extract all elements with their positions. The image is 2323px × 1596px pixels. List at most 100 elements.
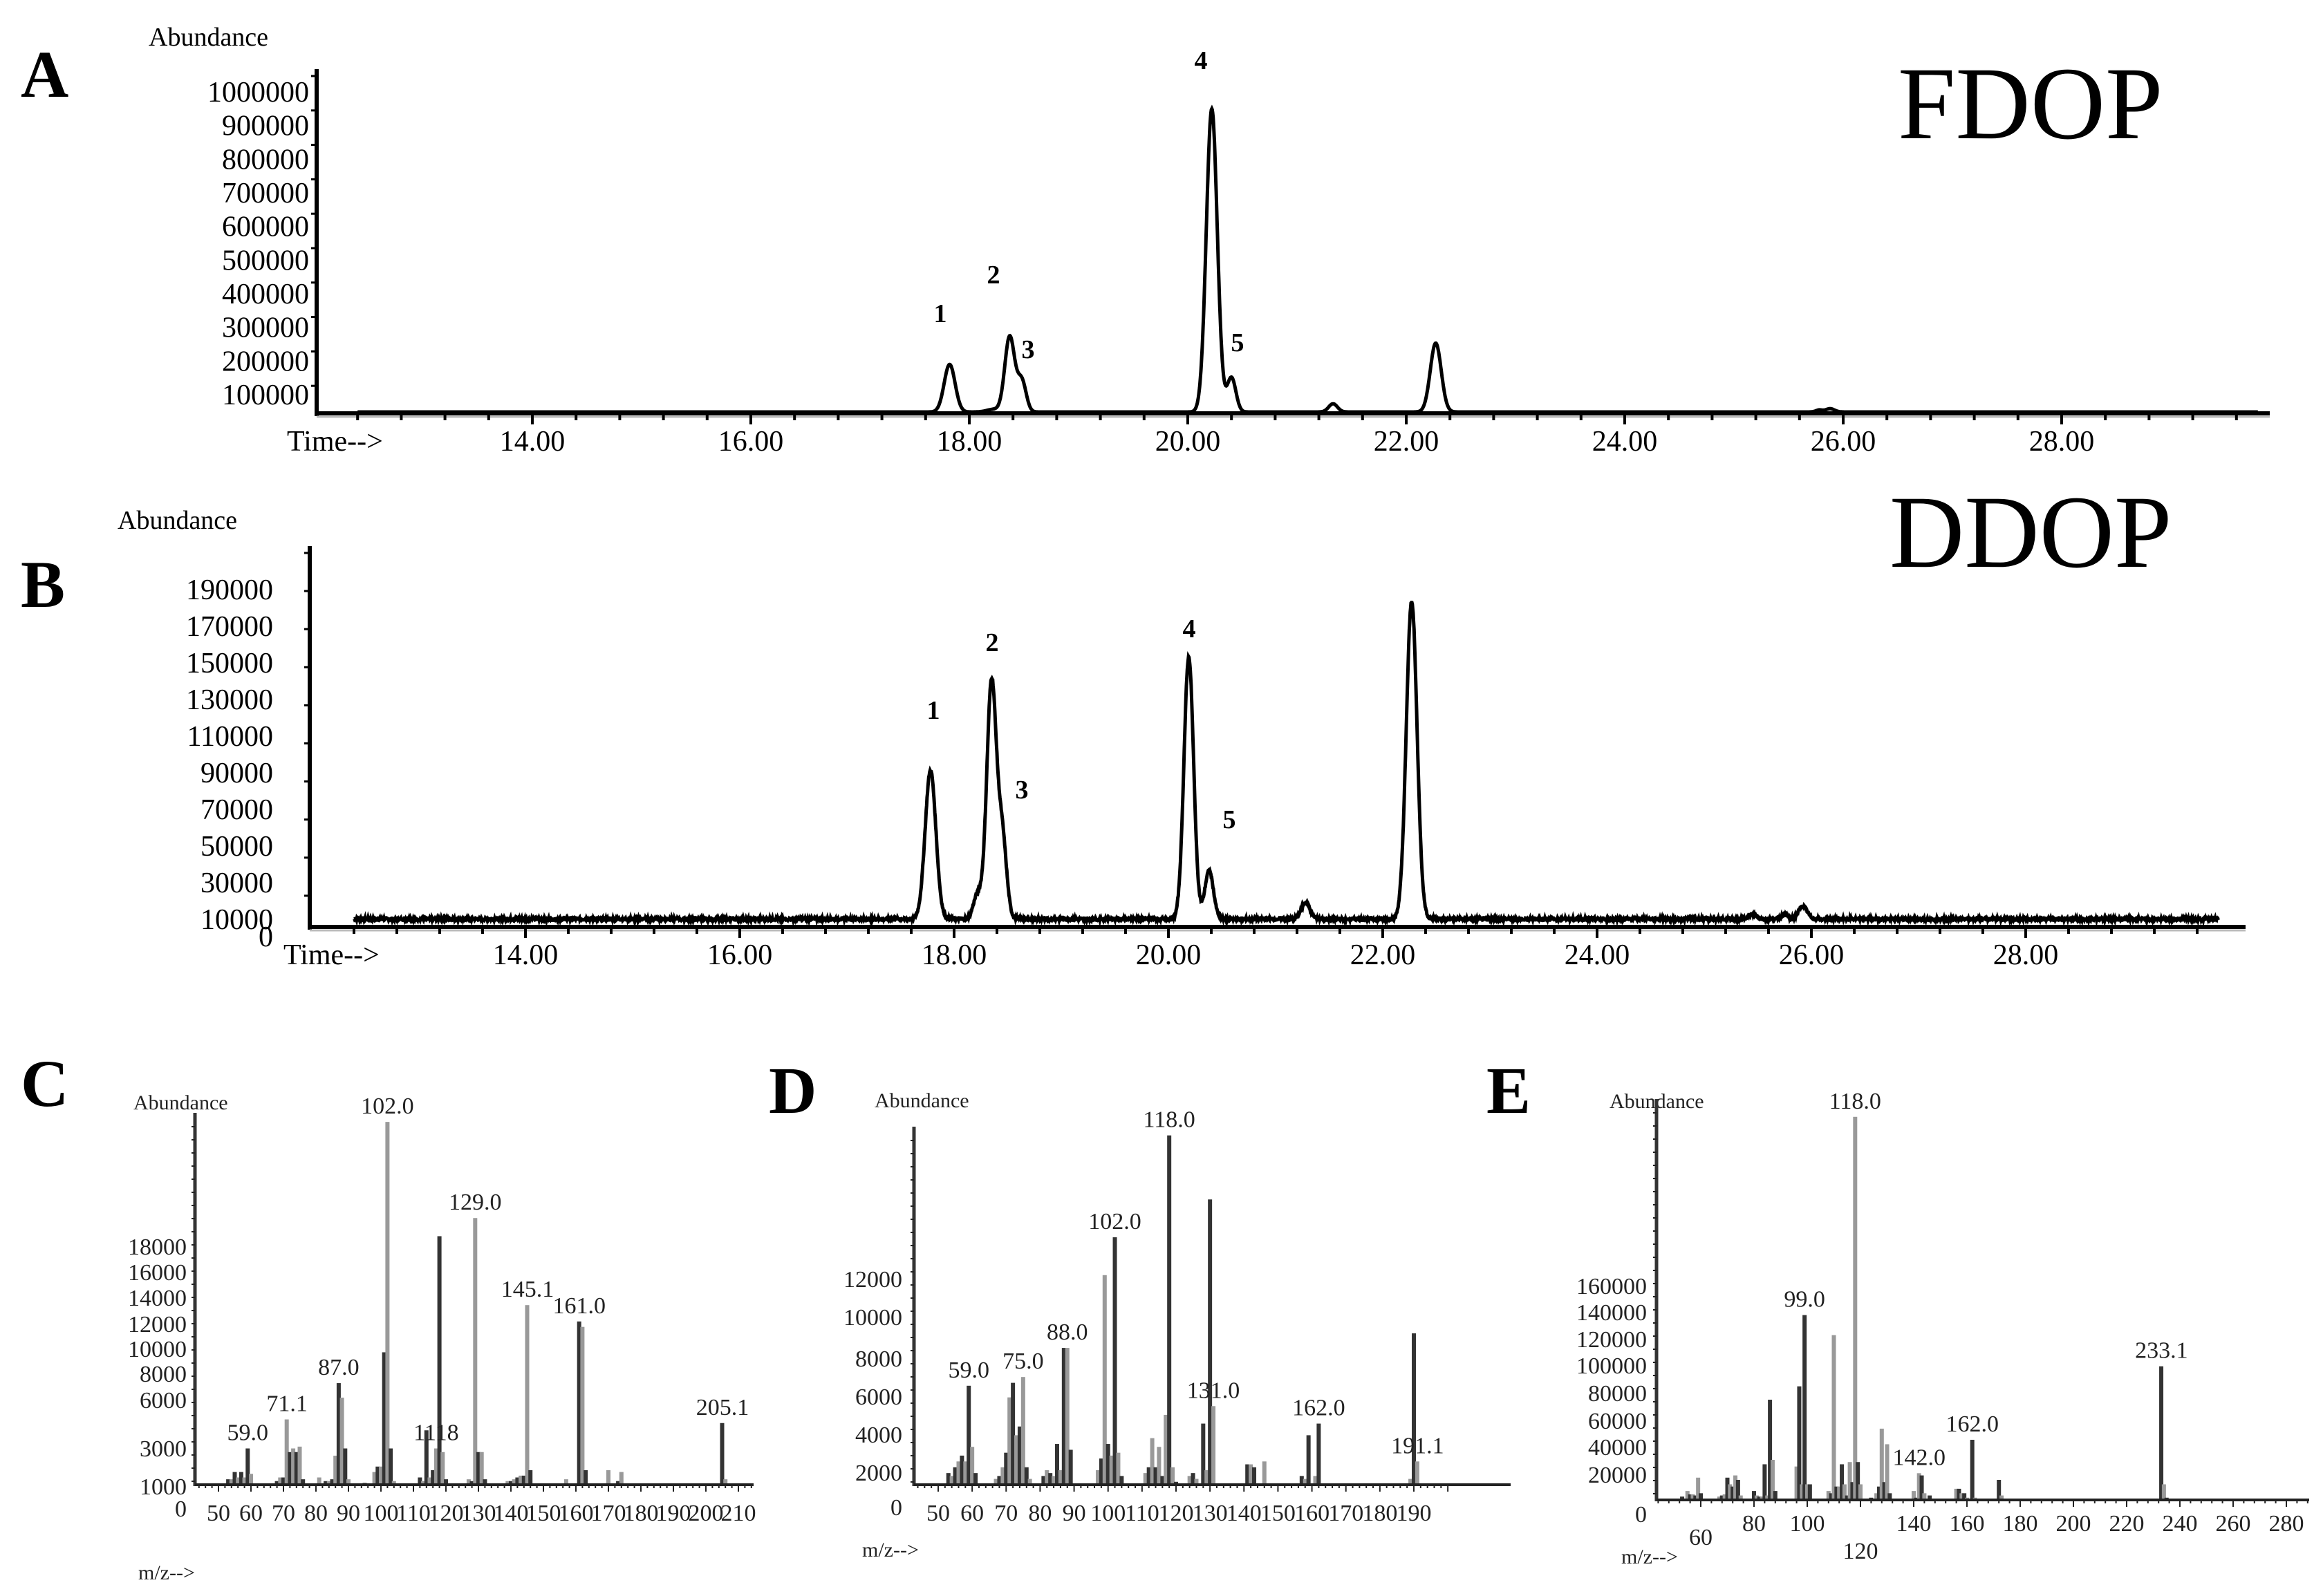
- ms-bar: [1879, 1428, 1884, 1500]
- x-tick-label: 28.00: [2029, 426, 2095, 458]
- x-tick-label: 60: [239, 1501, 263, 1526]
- peak-number-label: 2: [987, 261, 1000, 290]
- ms-bar: [963, 1461, 968, 1485]
- ms-bar: [339, 1398, 344, 1485]
- y-tick-label: 100000: [1576, 1353, 1647, 1379]
- ms-bar: [1876, 1486, 1881, 1500]
- y-tick-label: 10000: [843, 1305, 902, 1331]
- ms-bar: [483, 1479, 487, 1485]
- ms-bar: [1316, 1423, 1321, 1485]
- ms-bar: [1773, 1491, 1778, 1500]
- panel-b-ylabel: Abundance: [118, 506, 237, 535]
- ms-bar: [1099, 1458, 1103, 1485]
- panel-a-letter: A: [21, 37, 68, 111]
- ms-bar: [946, 1473, 951, 1485]
- panel-e-letter: E: [1486, 1053, 1531, 1127]
- x-tick-label: 28.00: [1993, 939, 2059, 971]
- ms-bar: [1738, 1495, 1743, 1500]
- peak-mz-annotation: 1118: [413, 1420, 458, 1446]
- ms-bar: [1143, 1473, 1148, 1485]
- ms-bar: [960, 1455, 964, 1485]
- panel-c-x-ticks: 50 60 70 80 90 100110120130140150160170180190…: [207, 1501, 756, 1526]
- y-tick-label: 50000: [200, 831, 273, 863]
- x-tick-label: 170: [591, 1501, 626, 1526]
- ms-bar: [297, 1446, 302, 1485]
- ms-bar: [563, 1479, 568, 1485]
- ms-bar: [1027, 1478, 1032, 1485]
- x-tick-label: 18.00: [937, 426, 1002, 458]
- ms-bar: [1000, 1467, 1005, 1485]
- x-tick-label: 100: [364, 1501, 399, 1526]
- x-tick-label: 100: [1090, 1501, 1126, 1526]
- ms-bar: [1058, 1470, 1063, 1485]
- peak-mz-annotation: 205.1: [696, 1395, 749, 1420]
- x-tick-label: 22.00: [1374, 426, 1439, 458]
- panel-b-xlabel: Time-->: [283, 939, 380, 971]
- ms-bar: [1150, 1438, 1155, 1485]
- ms-bar: [1252, 1467, 1257, 1485]
- ms-bar: [1693, 1495, 1698, 1500]
- ms-bar: [1765, 1495, 1770, 1500]
- x-tick-label: 70: [994, 1501, 1018, 1526]
- ms-bar: [1842, 1484, 1847, 1500]
- y-tick-label: 2000: [855, 1461, 902, 1486]
- y-tick-label: 140000: [1576, 1300, 1647, 1326]
- ms-bar: [1752, 1491, 1756, 1500]
- ms-bar: [284, 1419, 289, 1485]
- x-tick-label: 260: [2216, 1511, 2251, 1537]
- x-tick-label: 130: [1193, 1501, 1228, 1526]
- y-tick-label: 20000: [1588, 1463, 1647, 1488]
- ms-bar: [245, 1448, 250, 1485]
- ms-bar: [274, 1481, 279, 1485]
- ms-bar: [444, 1479, 448, 1485]
- ms-bar: [291, 1448, 296, 1485]
- ms-bar: [473, 1218, 478, 1485]
- ms-bar: [584, 1470, 588, 1485]
- ms-bar: [1805, 1484, 1809, 1500]
- ms-bar: [1011, 1382, 1016, 1485]
- ms-bar: [326, 1481, 331, 1485]
- ms-bar: [1119, 1476, 1124, 1485]
- ms-bar: [1760, 1496, 1764, 1500]
- y-tick-label: 900000: [222, 111, 309, 142]
- panel-c-xlabel: m/z-->: [138, 1561, 195, 1584]
- ms-bar: [382, 1352, 386, 1485]
- y-tick-label: 120000: [1576, 1327, 1647, 1353]
- ms-bar: [479, 1452, 484, 1485]
- ms-bar: [1187, 1476, 1192, 1485]
- ms-bar: [1045, 1470, 1049, 1485]
- x-tick-label: 90: [1063, 1501, 1086, 1526]
- peak-mz-annotation: 145.1: [501, 1277, 554, 1302]
- x-tick-label: 26.00: [1811, 426, 1876, 458]
- peak-mz-annotation: 131.0: [1187, 1378, 1240, 1403]
- y-tick-label: 14000: [128, 1286, 187, 1311]
- ms-bar: [1146, 1467, 1151, 1485]
- ms-bar: [1730, 1486, 1735, 1500]
- ms-bar: [973, 1473, 978, 1485]
- ms-bar: [1717, 1496, 1722, 1500]
- x-tick-label: 200: [2056, 1511, 2091, 1537]
- panel-e-x-ticks: 60 80 100 120 140 160 180 200 220 240 260 280: [1689, 1511, 2304, 1564]
- peak-mz-annotation: 88.0: [1047, 1320, 1088, 1345]
- panel-b-axes: [304, 546, 2246, 938]
- y-tick-label: 3000: [140, 1436, 187, 1462]
- x-tick-label: 180: [2003, 1511, 2038, 1537]
- panel-b-sample-title: DDOP: [1890, 475, 2172, 590]
- ms-bar: [1837, 1486, 1842, 1500]
- ms-bar: [1249, 1464, 1253, 1485]
- panel-c-bars: [226, 1122, 728, 1485]
- x-tick-label: 180: [1362, 1501, 1397, 1526]
- peak-mz-annotation: 99.0: [1784, 1287, 1825, 1313]
- ms-bar: [1153, 1467, 1158, 1485]
- y-tick-label: 200000: [222, 346, 309, 377]
- x-tick-label: 90: [337, 1501, 360, 1526]
- ms-bar: [317, 1477, 321, 1485]
- ms-bar: [1770, 1460, 1775, 1500]
- ms-bar: [1191, 1473, 1195, 1485]
- ms-bar: [330, 1479, 335, 1485]
- ms-bar: [1201, 1423, 1206, 1485]
- peak-number-label: 1: [934, 299, 947, 328]
- panel-c-ylabel: Abundance: [133, 1091, 228, 1114]
- panel-c-axes: [192, 1113, 754, 1492]
